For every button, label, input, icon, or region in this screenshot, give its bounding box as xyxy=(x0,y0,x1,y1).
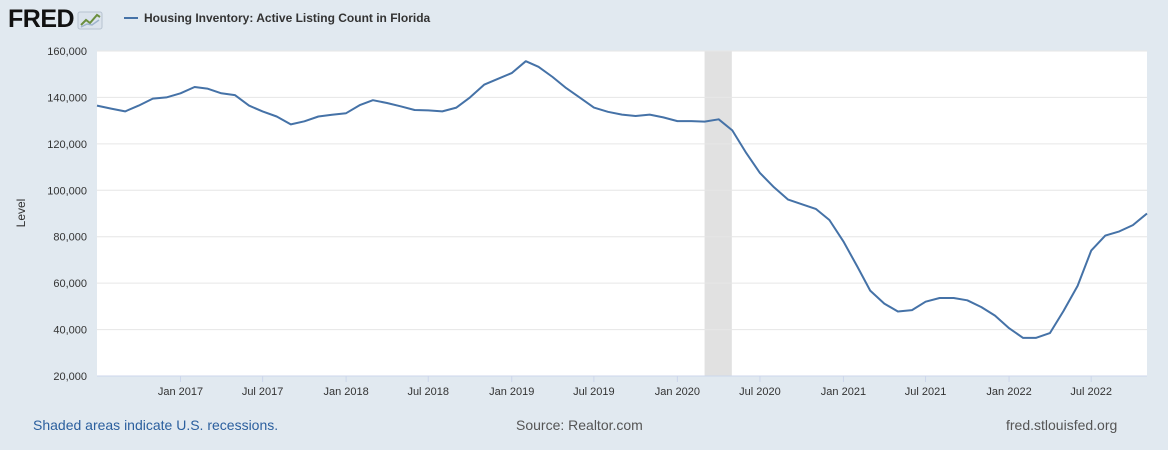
y-tick-label: 20,000 xyxy=(53,371,87,383)
x-tick-label: Jul 2017 xyxy=(242,386,284,398)
x-tick-label: Jul 2020 xyxy=(739,386,781,398)
series-layer xyxy=(96,60,1148,339)
site-link[interactable]: fred.stlouisfed.org xyxy=(1006,417,1118,433)
x-tick-label: Jan 2018 xyxy=(323,386,368,398)
x-tick-label: Jan 2019 xyxy=(489,386,534,398)
series-line[interactable] xyxy=(96,60,1148,339)
legend-series-name: Housing Inventory: Active Listing Count … xyxy=(144,11,431,25)
chart-legend: Housing Inventory: Active Listing Count … xyxy=(124,11,430,25)
y-tick-label: 80,000 xyxy=(53,232,87,244)
recession-layer xyxy=(704,51,732,376)
recession-shade xyxy=(704,51,732,376)
fred-logo-text: FRED xyxy=(8,5,75,33)
x-tick-label: Jul 2021 xyxy=(905,386,947,398)
y-axis-ticks: 20,000 40,000 60,000 80,000 100,000 120,000 14… xyxy=(47,46,87,383)
fred-logo[interactable]: FRED xyxy=(8,5,103,34)
y-tick-label: 160,000 xyxy=(47,46,87,58)
y-tick-label: 100,000 xyxy=(47,185,87,197)
chart-trend-icon xyxy=(77,11,103,29)
source-note: Source: Realtor.com xyxy=(516,417,643,433)
x-tick-label: Jul 2018 xyxy=(407,386,449,398)
chart-header: FRED Housing Inventory: Active Listing C… xyxy=(0,0,1168,40)
x-tick-label: Jan 2022 xyxy=(986,386,1031,398)
y-axis-label: Level xyxy=(14,199,28,228)
x-tick-label: Jan 2021 xyxy=(821,386,866,398)
legend-swatch xyxy=(124,17,138,19)
x-tick-label: Jul 2019 xyxy=(573,386,615,398)
y-tick-label: 140,000 xyxy=(47,92,87,104)
y-tick-label: 60,000 xyxy=(53,278,87,290)
x-tick-label: Jul 2022 xyxy=(1070,386,1112,398)
recession-note[interactable]: Shaded areas indicate U.S. recessions. xyxy=(33,417,279,433)
y-tick-label: 40,000 xyxy=(53,325,87,337)
line-chart: 20,000 40,000 60,000 80,000 100,000 120,000 14… xyxy=(14,46,1148,398)
x-tick-label: Jan 2017 xyxy=(158,386,203,398)
x-tick-label: Jan 2020 xyxy=(655,386,700,398)
x-axis-ticks: Jan 2017 Jul 2017 Jan 2018 Jul 2018 Jan 2019… xyxy=(97,375,1147,398)
plot-area xyxy=(97,51,1147,376)
y-tick-label: 120,000 xyxy=(47,139,87,151)
